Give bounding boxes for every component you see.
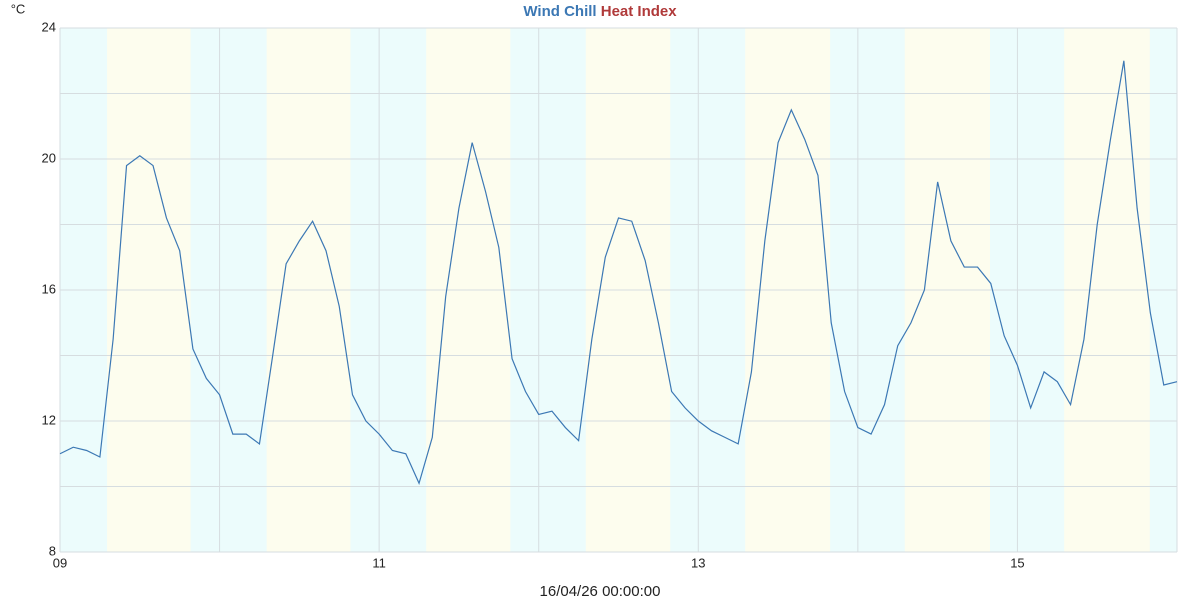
x-tick-label: 13 (691, 555, 705, 570)
y-tick-label: 8 (49, 543, 56, 558)
x-tick-label: 09 (53, 555, 67, 570)
y-tick-label: 12 (42, 412, 56, 427)
y-tick-label: 20 (42, 150, 56, 165)
legend-entry: Heat Index (601, 3, 678, 20)
x-tick-label: 11 (372, 555, 386, 570)
x-axis-label: 16/04/26 00:00:00 (540, 583, 661, 600)
data-line (59, 60, 1178, 485)
x-tick-label: 15 (1010, 555, 1024, 570)
legend: Wind Chill Heat Index (523, 3, 677, 20)
y-tick-label: 16 (42, 281, 56, 296)
y-axis-label: °C (11, 1, 26, 16)
y-tick-label: 24 (42, 19, 56, 34)
legend-entry: Wind Chill (523, 3, 596, 20)
